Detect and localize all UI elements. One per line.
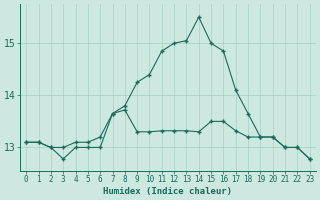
X-axis label: Humidex (Indice chaleur): Humidex (Indice chaleur) [103,187,232,196]
